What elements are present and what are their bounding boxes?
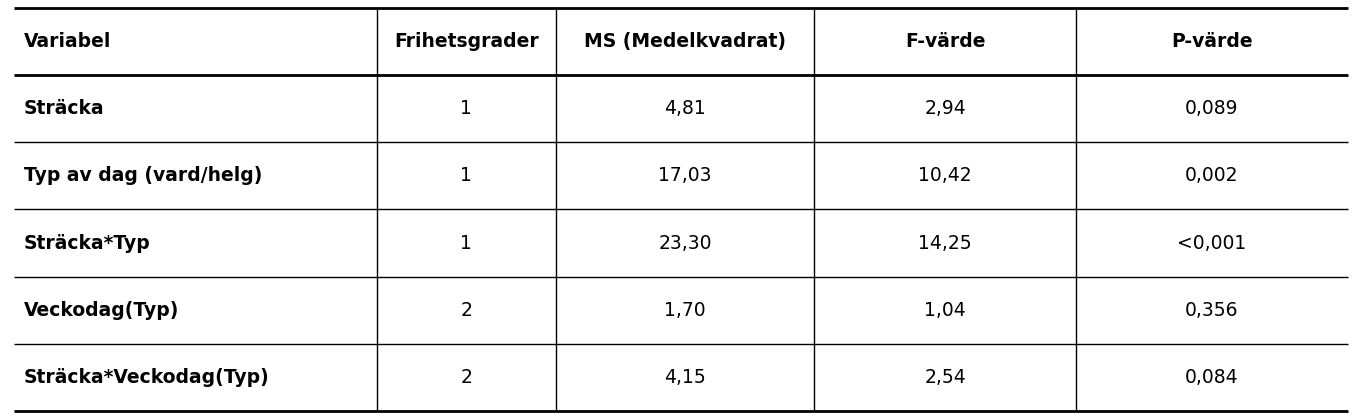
Text: 0,089: 0,089 — [1185, 99, 1238, 118]
Text: Variabel: Variabel — [25, 32, 112, 51]
Text: Sträcka*Veckodag(Typ): Sträcka*Veckodag(Typ) — [25, 368, 270, 387]
Text: 2,94: 2,94 — [925, 99, 966, 118]
Text: Sträcka: Sträcka — [25, 99, 105, 118]
Text: 0,084: 0,084 — [1185, 368, 1239, 387]
Text: F-värde: F-värde — [904, 32, 985, 51]
Text: 0,356: 0,356 — [1185, 301, 1238, 320]
Text: 4,15: 4,15 — [665, 368, 706, 387]
Text: Frihetsgrader: Frihetsgrader — [394, 32, 538, 51]
Text: 23,30: 23,30 — [658, 233, 712, 253]
Text: Veckodag(Typ): Veckodag(Typ) — [25, 301, 180, 320]
Text: 10,42: 10,42 — [918, 166, 972, 186]
Text: Typ av dag (vard/helg): Typ av dag (vard/helg) — [25, 166, 263, 186]
Text: 17,03: 17,03 — [658, 166, 712, 186]
Text: <0,001: <0,001 — [1177, 233, 1246, 253]
Text: 1: 1 — [460, 233, 473, 253]
Text: 4,81: 4,81 — [665, 99, 706, 118]
Text: 14,25: 14,25 — [918, 233, 972, 253]
Text: 1: 1 — [460, 166, 473, 186]
Text: MS (Medelkvadrat): MS (Medelkvadrat) — [584, 32, 786, 51]
Text: 1,04: 1,04 — [925, 301, 966, 320]
Text: 0,002: 0,002 — [1185, 166, 1238, 186]
Text: 1: 1 — [460, 99, 473, 118]
Text: Sträcka*Typ: Sträcka*Typ — [25, 233, 151, 253]
Text: P-värde: P-värde — [1171, 32, 1253, 51]
Text: 2,54: 2,54 — [925, 368, 966, 387]
Text: 2: 2 — [460, 368, 473, 387]
Text: 2: 2 — [460, 301, 473, 320]
Text: 1,70: 1,70 — [665, 301, 706, 320]
